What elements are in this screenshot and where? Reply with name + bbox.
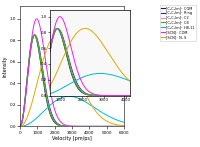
X-axis label: Velocity [pm/ps]: Velocity [pm/ps] <box>52 136 92 141</box>
Y-axis label: Intensity: Intensity <box>3 55 8 77</box>
Legend: [C₂C₁Im]⁺ COM, [C₂C₁Im]⁺ Ring, [C₂C₁Im]⁺ C2, [C₂C₁Im]⁺ C8, [C₂C₁Im]⁺ H8-11, [SCN: [C₂C₁Im]⁺ COM, [C₂C₁Im]⁺ Ring, [C₂C₁Im]⁺… <box>160 5 196 41</box>
